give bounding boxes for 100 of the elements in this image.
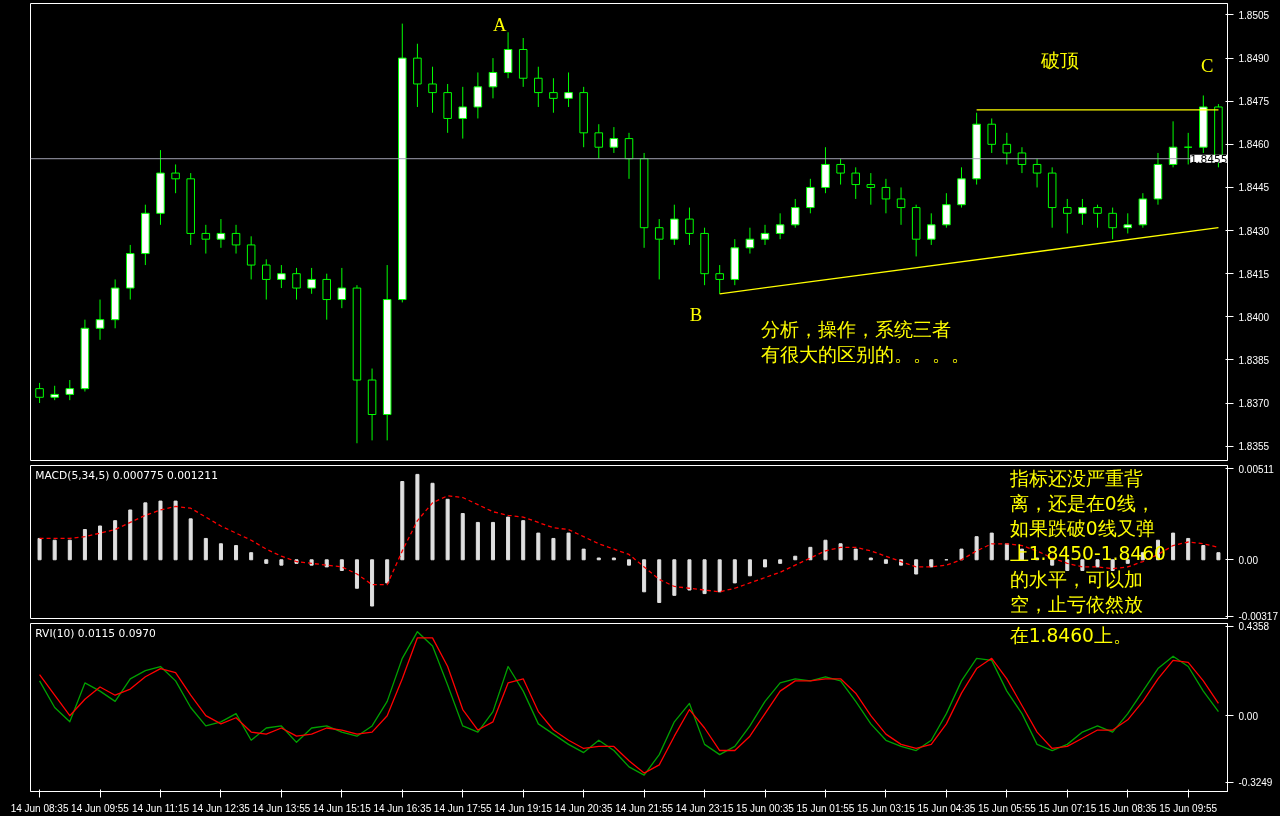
candlestick [35, 382, 44, 404]
y-tick-label: 0.00 [1238, 554, 1259, 566]
annotation: B [689, 303, 703, 325]
bar [460, 513, 465, 561]
bar [581, 548, 586, 561]
bar [158, 500, 163, 561]
x-tick-label: 14 Jun 09:55 [71, 802, 130, 814]
candlestick [760, 224, 770, 246]
bar [188, 518, 193, 561]
x-tick-label: 14 Jun 12:35 [192, 802, 251, 814]
ref-line-label: 1.8455 [1190, 152, 1228, 166]
candlestick [926, 212, 936, 246]
candlestick [790, 198, 800, 229]
candlestick [307, 267, 316, 295]
annotation: 在1.8460上。 [1009, 625, 1132, 647]
y-tick-label: -0.3249 [1238, 777, 1273, 789]
candlestick [261, 258, 271, 301]
candlestick [277, 264, 286, 289]
bar [793, 555, 798, 561]
bar [521, 520, 526, 561]
candlestick [534, 66, 543, 108]
bar [914, 559, 919, 575]
y-tick-label: 1.8490 [1238, 53, 1270, 65]
bar [838, 543, 843, 561]
chart-title: RVI(10) 0.0115 0.0970 [35, 626, 156, 640]
bar [929, 559, 934, 568]
x-tick-label: 15 Jun 04:35 [917, 802, 976, 814]
candlestick [1002, 132, 1012, 165]
bar [1186, 537, 1191, 561]
bar [370, 559, 375, 607]
candlestick [821, 146, 830, 194]
bar [672, 559, 677, 596]
bar [354, 559, 359, 589]
candlestick [670, 204, 679, 246]
bar [823, 539, 828, 561]
candlestick [594, 123, 604, 160]
candlestick [488, 57, 498, 99]
annotation: A [492, 13, 507, 35]
bar [98, 525, 103, 561]
annotation: 分析，操作，系统三者有很大的区别的。。。。 [760, 318, 970, 366]
candlestick [836, 158, 845, 186]
candlestick [1108, 207, 1117, 240]
candlestick [473, 71, 483, 119]
candlestick [322, 273, 332, 321]
bar [702, 559, 707, 595]
candlestick [942, 192, 951, 229]
bar [626, 559, 632, 566]
candlestick [685, 207, 694, 246]
bar [264, 559, 269, 564]
candlestick [1063, 198, 1072, 234]
y-tick-label: 1.8385 [1238, 354, 1270, 366]
y-tick-label: -0.00317 [1238, 611, 1279, 623]
bar [763, 559, 768, 568]
bar [974, 536, 979, 561]
candlestick [246, 235, 256, 280]
y-tick-label: 1.8355 [1238, 441, 1270, 453]
x-tick-label: 15 Jun 07:15 [1038, 802, 1097, 814]
y-tick-label: 1.8430 [1238, 225, 1270, 237]
candlestick [65, 379, 75, 401]
y-tick-label: 0.00511 [1238, 463, 1275, 475]
x-tick-label: 14 Jun 13:55 [252, 802, 311, 814]
bar [430, 482, 435, 561]
bar [747, 559, 752, 577]
candlestick [806, 178, 815, 214]
candlestick [564, 71, 573, 108]
bar [808, 546, 813, 561]
bar [279, 559, 284, 566]
candlestick [201, 224, 211, 255]
bar [475, 521, 480, 561]
bar [37, 537, 42, 561]
annotation: C [1200, 54, 1214, 76]
bar [778, 559, 783, 564]
bar [536, 532, 541, 561]
y-tick-label: 1.8475 [1238, 96, 1270, 108]
bar [143, 502, 148, 561]
bar [853, 548, 858, 561]
x-tick-label: 14 Jun 20:35 [554, 802, 614, 814]
bar [249, 552, 254, 561]
candlestick [503, 31, 513, 79]
bar [203, 537, 208, 561]
candlestick [231, 224, 241, 255]
bar [234, 545, 239, 561]
bar [415, 473, 420, 561]
x-tick-label: 15 Jun 08:35 [1098, 802, 1158, 814]
candlestick [1093, 204, 1102, 229]
x-tick-label: 15 Jun 00:35 [736, 802, 795, 814]
bar [324, 559, 329, 568]
bar [657, 559, 662, 603]
bar [732, 559, 737, 584]
x-tick-label: 15 Jun 01:55 [796, 802, 855, 814]
candlestick [987, 117, 997, 154]
chart-title: MACD(5,34,5) 0.000775 0.001211 [35, 468, 218, 482]
x-tick-label: 14 Jun 23:15 [675, 802, 734, 814]
candlestick [171, 163, 180, 194]
candlestick [1168, 120, 1178, 168]
bar [400, 481, 405, 561]
candlestick [851, 166, 860, 200]
y-tick-label: 1.8400 [1238, 311, 1270, 323]
candlestick [654, 218, 664, 280]
candlestick [1123, 212, 1133, 234]
